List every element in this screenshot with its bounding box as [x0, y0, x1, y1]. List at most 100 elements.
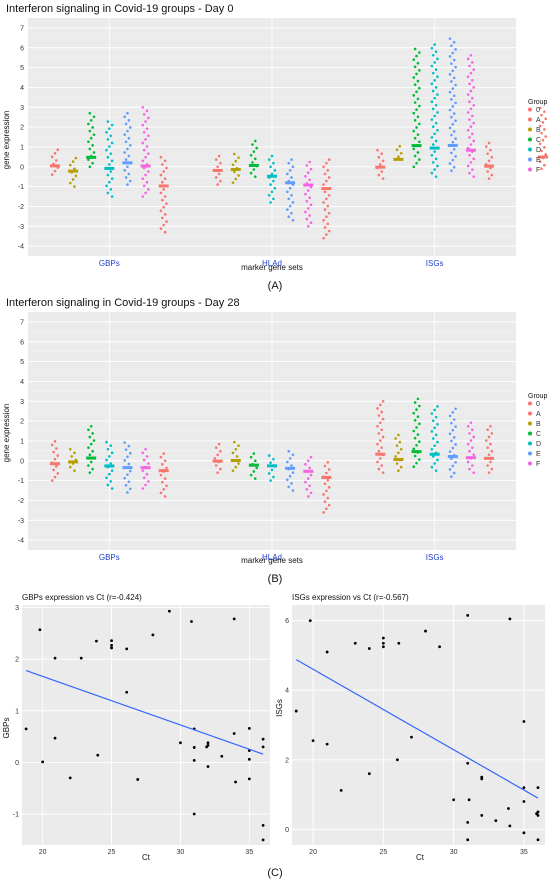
chart-a-dot: [305, 217, 309, 221]
chart-a-dot: [288, 186, 292, 190]
chart-c2-ytick-label: 2: [285, 757, 289, 764]
chart-a-dot: [430, 136, 434, 139]
chart-a-dot: [306, 171, 310, 174]
chart-b-dot: [413, 401, 417, 404]
chart-a-dot: [161, 163, 164, 166]
chart-a-dot: [309, 167, 313, 171]
chart-b-dot: [416, 415, 420, 419]
chart-a-dot: [123, 169, 126, 172]
chart-c1-ytick-label: 1: [15, 708, 19, 715]
chart-a-dot: [123, 115, 126, 119]
chart-b-dot: [471, 464, 474, 467]
chart-a-dot: [469, 53, 473, 57]
chart-b-dot: [397, 469, 400, 472]
chart-a-group-median: [537, 155, 548, 159]
chart-b-dot: [469, 439, 473, 442]
chart-a-group-median: [248, 163, 259, 167]
chart-b-dot: [252, 470, 256, 473]
chart-a-ytick-label: -1: [18, 184, 24, 191]
chart-a-dot: [434, 121, 438, 125]
chart-b-dot: [91, 467, 94, 471]
chart-c1-point: [192, 812, 196, 816]
chart-a-dot: [454, 48, 457, 51]
chart-a-dot: [450, 115, 453, 119]
chart-a-ytick-label: -3: [18, 224, 24, 231]
chart-a-dot: [378, 163, 382, 166]
chart-c2-point: [522, 800, 526, 803]
chart-a-dot: [53, 169, 57, 173]
chart-b-dot: [91, 449, 94, 453]
chart-b-dot: [381, 417, 385, 421]
chart-a-dot: [472, 121, 476, 125]
chart-a-dot: [325, 179, 328, 183]
chart-a-dot: [106, 120, 110, 123]
chart-b-dot: [56, 454, 60, 457]
chart-b-dot: [237, 444, 240, 447]
chart-a-dot: [126, 183, 129, 186]
chart-a-dot: [267, 194, 271, 197]
chart-a-dot: [377, 173, 381, 177]
chart-b-dot: [286, 478, 289, 482]
chart-c2-point: [367, 772, 371, 776]
chart-b-dot: [286, 460, 289, 464]
chart-c2-point: [325, 650, 329, 654]
chart-a-dot: [141, 195, 145, 198]
chart-c1-point: [110, 643, 113, 647]
chart-c1-xtick-label: 25: [108, 849, 116, 856]
chart-b-dot: [490, 432, 494, 435]
chart-b-dot: [380, 446, 383, 449]
chart-a-dot: [252, 150, 256, 153]
chart-b-dot: [452, 418, 456, 421]
chart-a-dot: [451, 140, 455, 144]
chart-c2-point: [311, 739, 315, 743]
chart-a-dot: [87, 122, 90, 126]
chart-a-dot: [454, 119, 457, 123]
chart-b-dot: [305, 488, 309, 491]
chart-b-dot: [412, 447, 416, 451]
chart-b-legend-label: B: [536, 421, 541, 428]
chart-a-dot: [436, 111, 439, 114]
chart-b-dot: [147, 480, 150, 483]
chart-b-group-median: [230, 459, 241, 463]
chart-a-group-median: [375, 165, 386, 169]
chart-a-dot: [141, 159, 145, 163]
chart-a-dot: [253, 157, 257, 161]
chart-a-ytick-label: 7: [20, 25, 24, 32]
chart-c2-point: [381, 636, 385, 640]
chart-a-dot: [434, 50, 438, 54]
chart-a-dot: [124, 122, 128, 126]
chart-a-dot: [448, 90, 452, 94]
chart-b-dot: [430, 430, 434, 433]
chart-a-dot: [433, 168, 436, 171]
chart-b-legend-key: [528, 421, 532, 426]
chart-a-dot: [141, 123, 145, 127]
chart-b-dot: [489, 424, 492, 428]
chart-b-dot: [448, 414, 452, 418]
chart-b-dot: [304, 480, 307, 484]
chart-a-dot: [163, 230, 167, 234]
chart-a-dot: [251, 143, 254, 146]
chart-a-dot: [323, 172, 327, 176]
chart-a-legend-key: [528, 167, 532, 172]
chart-c2-point: [381, 641, 385, 645]
chart-b-dot: [450, 457, 453, 461]
chart-b-legend-key: [528, 401, 532, 406]
chart-a-dot: [451, 105, 455, 108]
chart-b-dot: [412, 465, 416, 469]
chart-b-dot: [70, 455, 73, 458]
chart-a-dot: [418, 140, 421, 144]
chart-b-dot: [237, 462, 240, 465]
chart-a-group-median: [140, 164, 151, 168]
chart-b-dot: [412, 411, 416, 415]
chart-a-legend-key: [528, 117, 532, 122]
chart-b-dot: [141, 469, 145, 472]
chart-a-ytick-label: -4: [18, 244, 24, 251]
chart-a-dot: [472, 103, 476, 107]
chart-b-dot: [416, 433, 420, 436]
chart-a-dot: [290, 158, 293, 161]
chart-a-dot: [308, 214, 311, 217]
chart-a-dot: [87, 140, 90, 144]
chart-a-dot: [106, 138, 110, 141]
chart-b-dot: [165, 484, 168, 488]
chart-a-dot: [448, 37, 452, 40]
